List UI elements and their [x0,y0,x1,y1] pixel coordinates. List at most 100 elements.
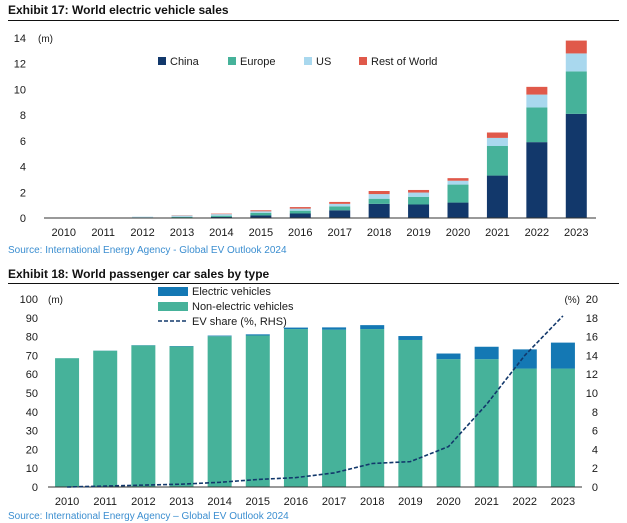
y-tick-label-left: 90 [26,313,38,325]
y-tick-label-left: 40 [26,407,38,419]
y-tick-label-right: 20 [586,294,598,306]
bar-us-2021 [486,137,508,146]
bar-us-2013 [171,215,193,217]
legend-label-rest-of-world: Rest of World [371,56,437,68]
legend-swatch-electric-vehicles [158,287,188,296]
bar-electric-vehicles-2014 [207,335,232,337]
bar-us-2016 [289,208,311,211]
passenger-car-sales-chart: 0 10 20 30 40 50 60 70 80 90 100 (m) 0 2 4 6 8 10 12 14 16 18… [20,286,598,508]
bar-us-2022 [526,94,548,108]
y-tick-label-left: 50 [26,388,38,400]
x-tick-label: 2020 [446,227,470,239]
legend-swatch-rest-of-world [359,57,367,65]
x-tick-label: 2010 [55,496,79,508]
y-tick-label: 2 [20,187,26,199]
bar-non-electric-vehicles-2016 [283,329,308,487]
x-tick-label: 2015 [246,496,270,508]
y-tick-label-right: 18 [586,313,598,325]
bar-china-2021 [486,175,508,218]
bar-non-electric-vehicles-2011 [93,350,118,487]
y-tick-label-right: 0 [592,482,598,494]
x-tick-label: 2018 [367,227,391,239]
y-tick-label-right: 4 [592,444,598,456]
x-tick-label: 2014 [207,496,231,508]
bar-non-electric-vehicles-2014 [207,336,232,487]
x-tick-label: 2020 [436,496,460,508]
bar-europe-2023 [565,71,587,114]
y-tick-label: 0 [20,213,26,225]
bar-rest-of-world-2016 [289,207,311,209]
x-tick-label: 2013 [170,227,194,239]
bar-non-electric-vehicles-2015 [245,335,270,487]
bar-europe-2018 [368,198,390,204]
x-tick-label: 2023 [564,227,588,239]
bar-electric-vehicles-2017 [322,327,347,330]
x-tick-label: 2022 [525,227,549,239]
ev-sales-chart: 0 2 4 6 8 10 12 14 (m) 2010 2011 2012 2013 2014 2015 20… [14,33,596,239]
x-tick-label: 2016 [288,227,312,239]
bar-electric-vehicles-2020 [436,353,461,360]
x-tick-label: 2017 [322,496,346,508]
y-tick-label: 14 [14,33,26,45]
exhibit-18-title: Exhibit 18: World passenger car sales by… [8,267,270,281]
exhibit-17-title: Exhibit 17: World electric vehicle sales [8,3,229,17]
legend-label-china: China [170,56,200,68]
bar-europe-2022 [526,107,548,143]
y-tick-label-left: 60 [26,369,38,381]
line-ev-share [67,315,564,488]
bar-non-electric-vehicles-2018 [360,329,385,487]
legend-label-non-electric-vehicles: Non-electric vehicles [192,301,294,313]
bar-non-electric-vehicles-2022 [512,368,537,487]
y-tick-label-left: 80 [26,332,38,344]
x-tick-label: 2017 [327,227,351,239]
bar-us-2023 [565,53,587,72]
bar-rest-of-world-2021 [486,132,508,138]
y-tick-label: 8 [20,110,26,122]
bar-china-2015 [250,215,272,218]
bar-non-electric-vehicles-2017 [322,329,347,487]
legend-swatch-us [304,57,312,65]
y-tick-label-right: 10 [586,388,598,400]
x-tick-label: 2021 [474,496,498,508]
bar-us-2012 [132,216,154,218]
x-tick-label: 2012 [130,227,154,239]
bar-electric-vehicles-2021 [474,346,499,360]
bar-rest-of-world-2019 [408,189,430,193]
bar-us-2017 [329,203,351,207]
bar-us-2020 [447,180,469,185]
legend-label-electric-vehicles: Electric vehicles [192,286,271,298]
x-tick-label: 2018 [360,496,384,508]
y-tick-label: 6 [20,136,26,148]
y-tick-label-left: 20 [26,444,38,456]
bar-europe-2015 [250,212,272,216]
y-tick-label-right: 6 [592,426,598,438]
bar-non-electric-vehicles-2019 [398,339,423,487]
bar-china-2016 [289,213,311,218]
y-tick-label: 10 [14,84,26,96]
bar-electric-vehicles-2016 [283,327,308,330]
y-axis-unit-left: (m) [48,295,63,306]
bar-rest-of-world-2022 [526,86,548,95]
exhibit-18-source: Source: International Energy Agency – Gl… [8,511,289,522]
bar-rest-of-world-2014 [210,213,232,215]
bar-non-electric-vehicles-2012 [131,345,156,487]
y-axis-unit-right: (%) [564,295,580,306]
bar-china-2019 [408,204,430,218]
bar-non-electric-vehicles-2023 [550,368,575,487]
legend-swatch-europe [228,57,236,65]
exhibit-18-rule [8,283,619,284]
x-tick-label: 2014 [209,227,233,239]
bar-rest-of-world-2018 [368,191,390,195]
bar-us-2019 [408,192,430,197]
bar-europe-2021 [486,146,508,176]
exhibit-17-rule [8,20,619,21]
bar-china-2014 [210,216,232,218]
bar-us-2018 [368,194,390,199]
bar-rest-of-world-2017 [329,201,351,204]
y-axis-unit: (m) [38,34,53,45]
y-tick-label-left: 30 [26,426,38,438]
bar-electric-vehicles-2019 [398,336,423,340]
bar-rest-of-world-2020 [447,178,469,181]
bar-china-2023 [565,113,587,218]
y-tick-label-left: 0 [32,482,38,494]
